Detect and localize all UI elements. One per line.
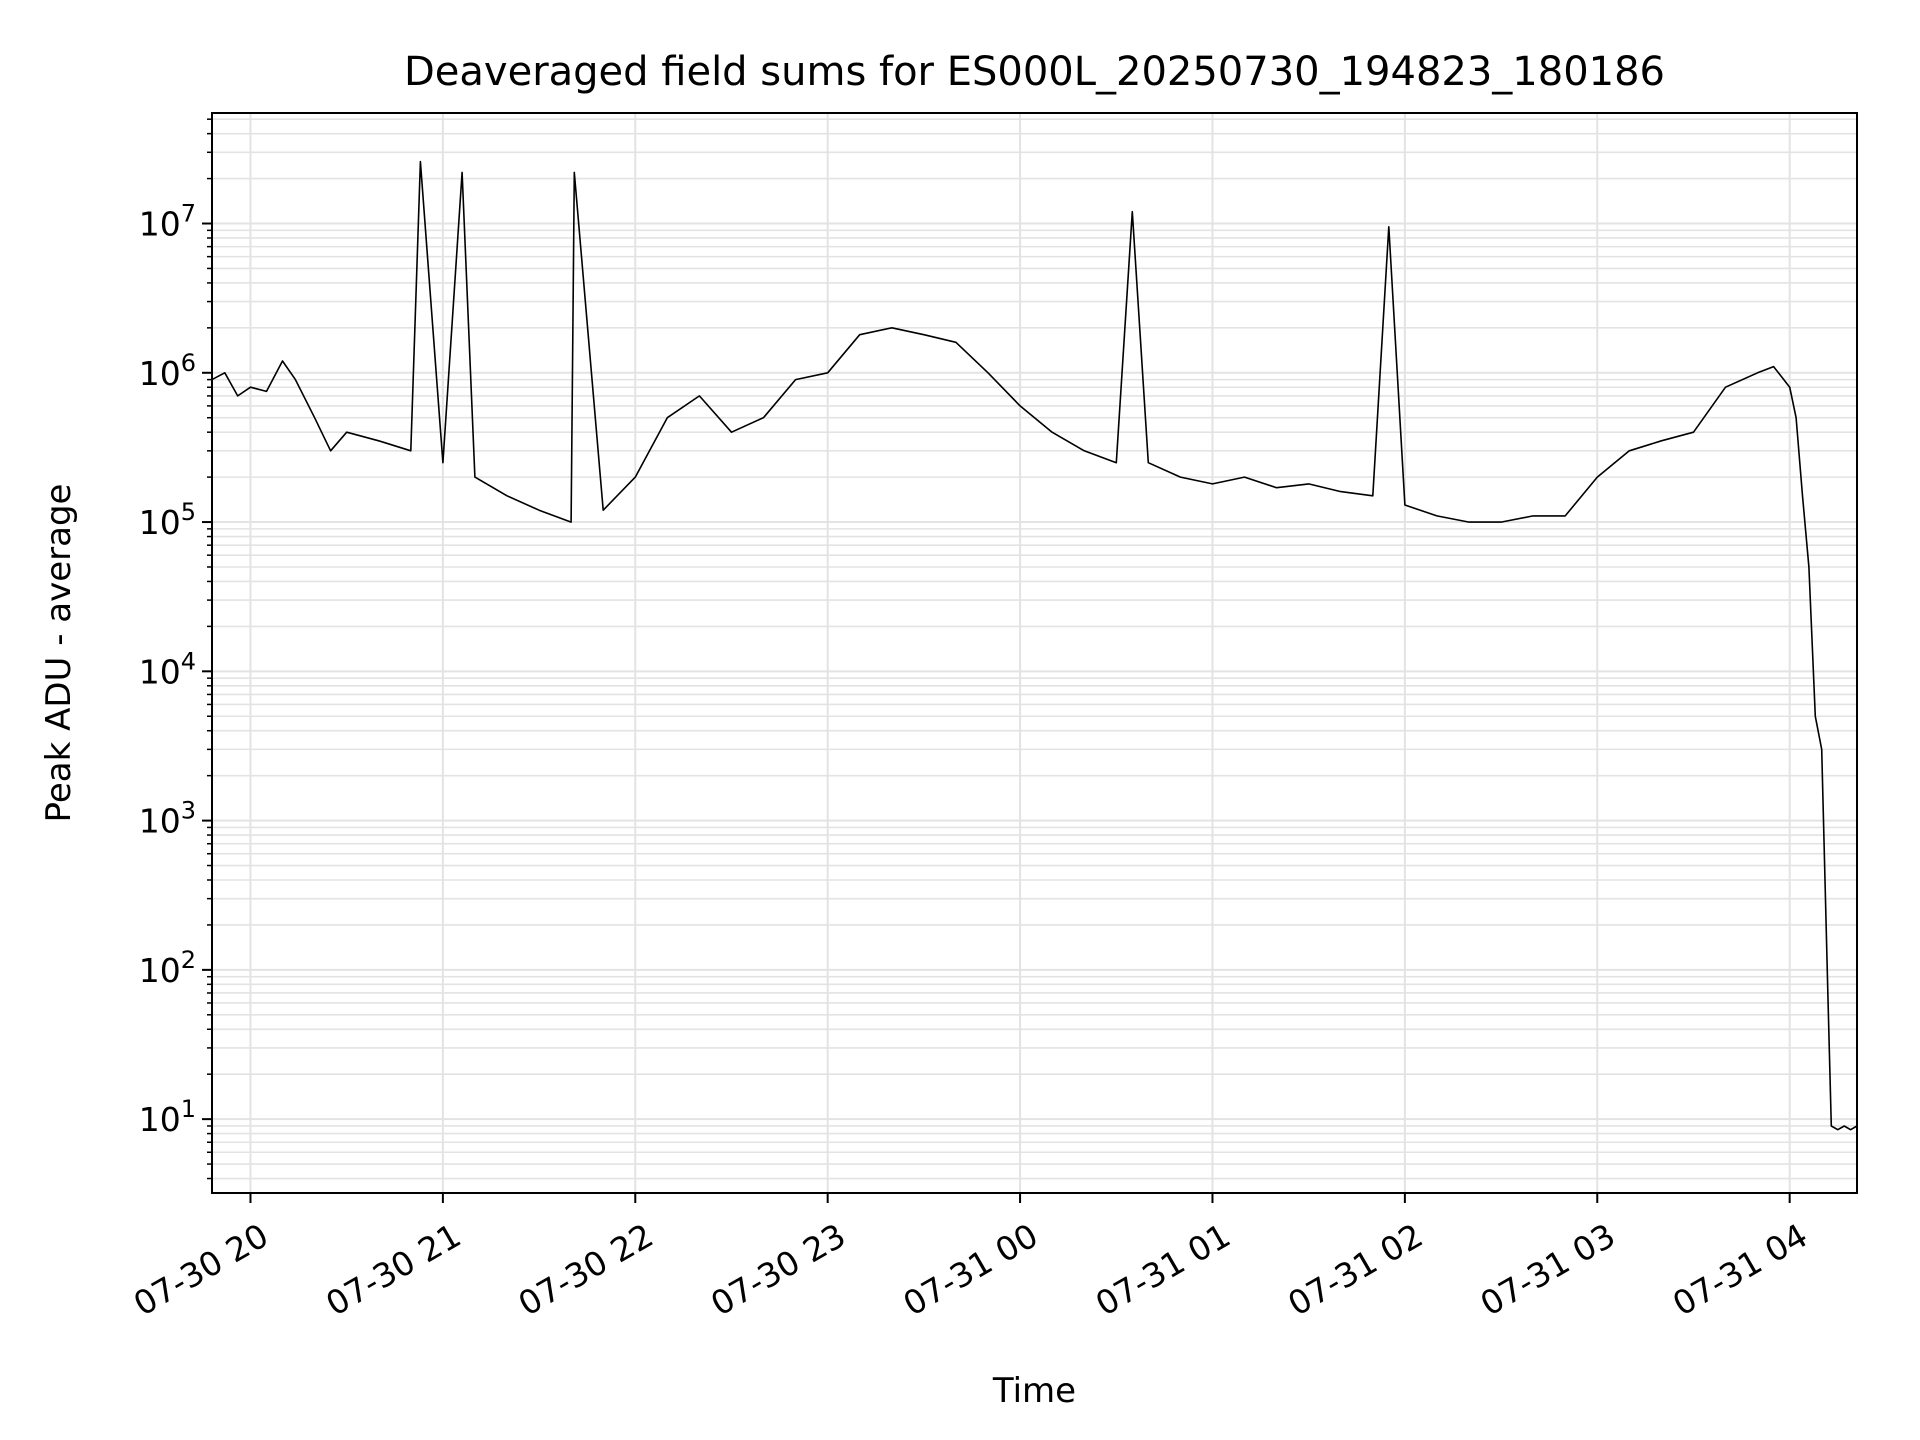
series-layer [211, 160, 1858, 1131]
chart-title: Deaveraged field sums for ES000L_2025073… [404, 49, 1665, 95]
y-tick-label: 104 [139, 647, 196, 691]
x-axis-label: Time [992, 1371, 1076, 1411]
grid-lines [212, 113, 1857, 1193]
y-tick-label: 102 [139, 946, 196, 990]
y-tick-label: 101 [139, 1095, 196, 1139]
y-tick-label: 103 [139, 797, 196, 841]
y-tick-label: 106 [139, 349, 196, 393]
y-tick-label: 105 [139, 498, 196, 542]
y-axis-label: Peak ADU - average [39, 484, 79, 823]
plot-frame [211, 112, 1858, 1194]
y-axis: 101 102 103 104 105 106 107 [139, 118, 212, 1180]
y-tick-label: 107 [139, 200, 196, 244]
series-line [211, 160, 1858, 1131]
